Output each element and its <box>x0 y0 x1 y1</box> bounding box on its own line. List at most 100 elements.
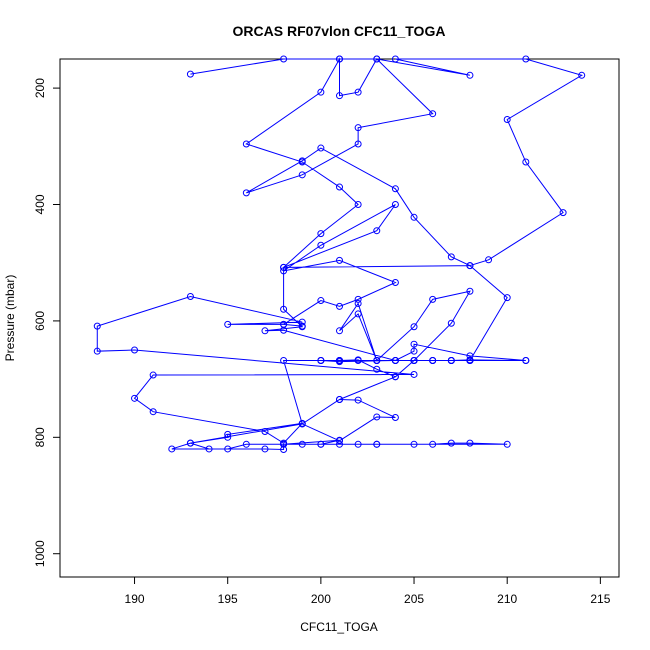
data-point <box>373 413 381 421</box>
x-tick-label: 215 <box>590 592 610 606</box>
data-point <box>466 352 474 360</box>
data-point <box>168 445 176 453</box>
x-axis-title: CFC11_TOGA <box>300 620 378 634</box>
data-point <box>298 323 306 331</box>
data-point <box>466 439 474 447</box>
y-tick-label: 200 <box>33 78 47 98</box>
data-point <box>280 267 288 275</box>
data-point <box>447 439 455 447</box>
data-point <box>298 171 306 179</box>
data-point <box>186 439 194 447</box>
data-point <box>447 319 455 327</box>
data-point <box>280 440 288 448</box>
data-point <box>466 262 474 270</box>
data-point <box>317 88 325 96</box>
data-point <box>354 440 362 448</box>
data-point <box>261 427 269 435</box>
x-axis: 190 195 200 205 210 215 <box>125 576 611 606</box>
data-point <box>280 55 288 63</box>
data-point <box>336 55 343 63</box>
data-point <box>336 395 343 403</box>
y-axis: 200 400 600 800 1000 <box>33 78 61 567</box>
data-point <box>429 356 437 364</box>
data-point <box>503 440 511 448</box>
data-point <box>317 440 325 448</box>
data-point <box>336 440 343 448</box>
data-point <box>410 356 418 364</box>
data-point <box>336 356 343 364</box>
data-point <box>224 320 232 328</box>
data-point <box>466 356 474 364</box>
data-point <box>410 213 418 221</box>
data-point <box>149 408 157 416</box>
data-point <box>466 71 474 79</box>
data-point <box>447 356 455 364</box>
data-point <box>336 92 343 100</box>
data-point <box>242 189 250 197</box>
data-point <box>317 144 325 152</box>
data-point <box>93 322 101 330</box>
data-point <box>261 327 269 335</box>
data-point <box>559 209 567 217</box>
data-point <box>373 227 381 235</box>
data-point <box>410 323 418 331</box>
data-point <box>149 371 157 379</box>
data-point <box>317 241 325 249</box>
data-point <box>336 256 343 264</box>
data-point <box>317 356 325 364</box>
data-point <box>131 346 139 354</box>
data-point <box>485 256 493 264</box>
data-point <box>131 394 139 402</box>
data-point <box>242 140 250 148</box>
data-point <box>410 340 418 348</box>
data-point <box>336 302 343 310</box>
y-axis-title: Pressure (mbar) <box>3 275 17 362</box>
x-tick-label: 200 <box>311 592 331 606</box>
data-point <box>280 305 288 313</box>
plot-frame <box>59 58 620 578</box>
data-point <box>298 318 306 326</box>
data-point <box>354 124 362 132</box>
data-point <box>354 310 362 318</box>
data-point <box>317 230 325 238</box>
data-point <box>354 140 362 148</box>
y-tick-label: 800 <box>33 427 47 447</box>
data-point <box>317 297 325 305</box>
data-point <box>522 55 530 63</box>
data-point <box>186 70 194 78</box>
data-point <box>298 420 306 428</box>
data-point <box>373 55 381 63</box>
data-point <box>298 440 306 448</box>
data-point <box>261 445 269 453</box>
data-point <box>391 185 399 193</box>
data-point <box>93 347 101 355</box>
x-tick-label: 190 <box>125 592 145 606</box>
data-point <box>354 88 362 96</box>
data-point <box>354 356 362 364</box>
y-tick-label: 600 <box>33 311 47 331</box>
data-point <box>410 370 418 378</box>
data-point <box>354 295 362 303</box>
data-point <box>373 356 381 364</box>
data-point <box>280 356 288 364</box>
data-point <box>354 201 362 209</box>
data-point <box>224 433 232 441</box>
data-point <box>280 446 288 454</box>
data-point <box>522 356 530 364</box>
data-point <box>373 365 381 373</box>
x-tick-label: 195 <box>218 592 238 606</box>
data-point <box>280 263 288 271</box>
data-point <box>391 279 399 286</box>
data-point <box>522 158 530 166</box>
data-point <box>466 287 474 295</box>
chart-title: ORCAS RF07vlon CFC11_TOGA <box>233 23 446 39</box>
data-point <box>224 430 232 438</box>
data-point <box>205 445 213 453</box>
data-point <box>280 326 288 334</box>
data-point <box>186 292 194 300</box>
series-layer <box>93 55 586 454</box>
data-point <box>373 440 381 448</box>
data-point <box>410 347 418 355</box>
